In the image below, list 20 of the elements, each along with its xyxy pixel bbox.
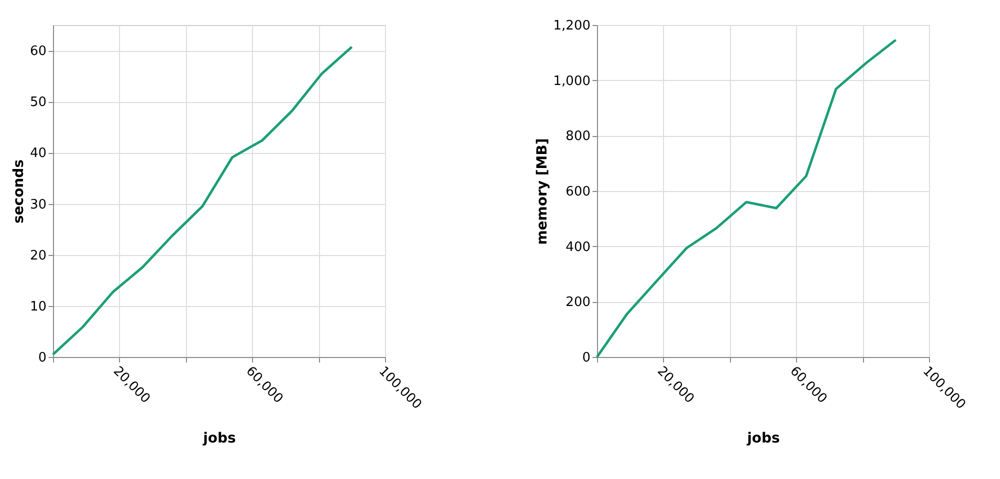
line-series xyxy=(596,38,898,358)
y-tick-label: 10 xyxy=(30,299,46,314)
y-axis-title: seconds xyxy=(10,159,27,224)
y-tick-label: 1,200 xyxy=(553,18,590,34)
y-axis-title: memory [MB] xyxy=(534,138,550,245)
y-tick-label: 30 xyxy=(30,197,46,212)
y-tick-label: 0 xyxy=(582,350,590,366)
y-tick-label: 400 xyxy=(566,240,590,255)
y-tick-label: 40 xyxy=(30,146,46,162)
y-tick-label: 20 xyxy=(30,248,46,264)
y-tick-label: 50 xyxy=(30,95,46,110)
y-tick-label: 800 xyxy=(566,129,590,144)
x-axis-title: jobs xyxy=(202,430,236,447)
y-tick-label: 60 xyxy=(30,44,46,60)
x-axis-title: jobs xyxy=(746,430,780,447)
line-series xyxy=(52,46,354,356)
y-tick-label: 600 xyxy=(566,184,590,200)
y-tick-label: 0 xyxy=(38,350,46,366)
y-tick-label: 200 xyxy=(566,295,590,310)
y-tick-label: 1,000 xyxy=(553,74,590,89)
